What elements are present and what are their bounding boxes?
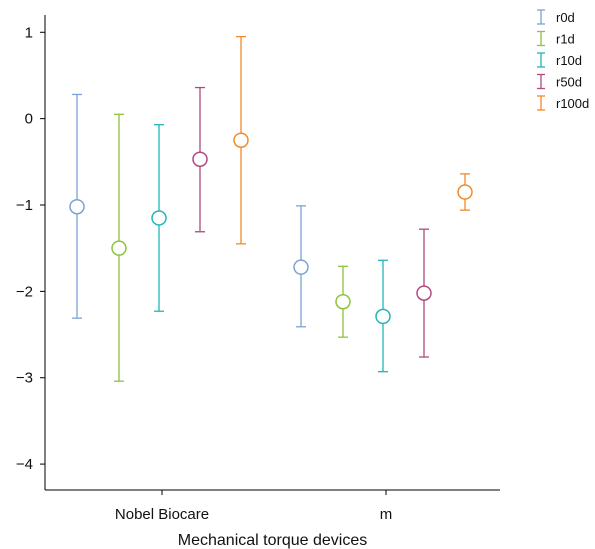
mean-marker: [69, 198, 85, 215]
mean-marker: [192, 151, 208, 167]
y-tick-label: −1: [16, 197, 33, 214]
error-bar-r0d: [69, 93, 85, 319]
mean-marker: [416, 285, 432, 301]
y-tick-label: 1: [25, 24, 33, 41]
mean-marker: [293, 259, 309, 275]
chart-axes: 1 0 −1 −2 −3 −4 Nobel Biocare m: [16, 15, 500, 523]
legend-label: r1d: [556, 32, 575, 47]
y-tick-label: 0: [25, 111, 33, 128]
error-bar-r1d: [335, 265, 351, 338]
error-bar-r100d: [233, 35, 249, 245]
error-bar-r10d: [375, 259, 391, 373]
mean-marker: [111, 240, 127, 256]
mean-marker: [233, 132, 249, 148]
mean-marker: [151, 210, 167, 226]
legend-item-r100d: r100d: [537, 95, 589, 111]
y-tick-label: −2: [16, 283, 33, 300]
error-bar-r50d: [416, 228, 432, 358]
mean-marker: [335, 293, 351, 310]
x-axis-title: Mechanical torque devices: [178, 532, 367, 549]
chart-legend: r0d r1d r10d r50d r100d: [537, 9, 589, 111]
error-bar-r0d: [293, 205, 309, 328]
legend-label: r0d: [556, 10, 575, 25]
mean-marker: [457, 184, 473, 200]
error-bar-r10d: [151, 124, 167, 312]
x-tick-label: Nobel Biocare: [115, 506, 209, 523]
legend-item-r10d: r10d: [537, 52, 582, 68]
legend-label: r50d: [556, 75, 582, 90]
y-tick-label: −4: [16, 456, 33, 473]
x-tick-label: m: [380, 506, 393, 523]
legend-item-r50d: r50d: [537, 73, 582, 90]
legend-label: r100d: [556, 96, 589, 111]
error-bar-r1d: [111, 113, 127, 382]
chart-marks: [69, 35, 473, 382]
legend-label: r10d: [556, 53, 582, 68]
legend-item-r0d: r0d: [537, 9, 575, 25]
error-bar-r100d: [457, 173, 473, 211]
error-bar-r50d: [192, 86, 208, 233]
legend-item-r1d: r1d: [537, 30, 575, 47]
y-tick-label: −3: [16, 370, 33, 387]
mean-marker: [375, 308, 391, 325]
